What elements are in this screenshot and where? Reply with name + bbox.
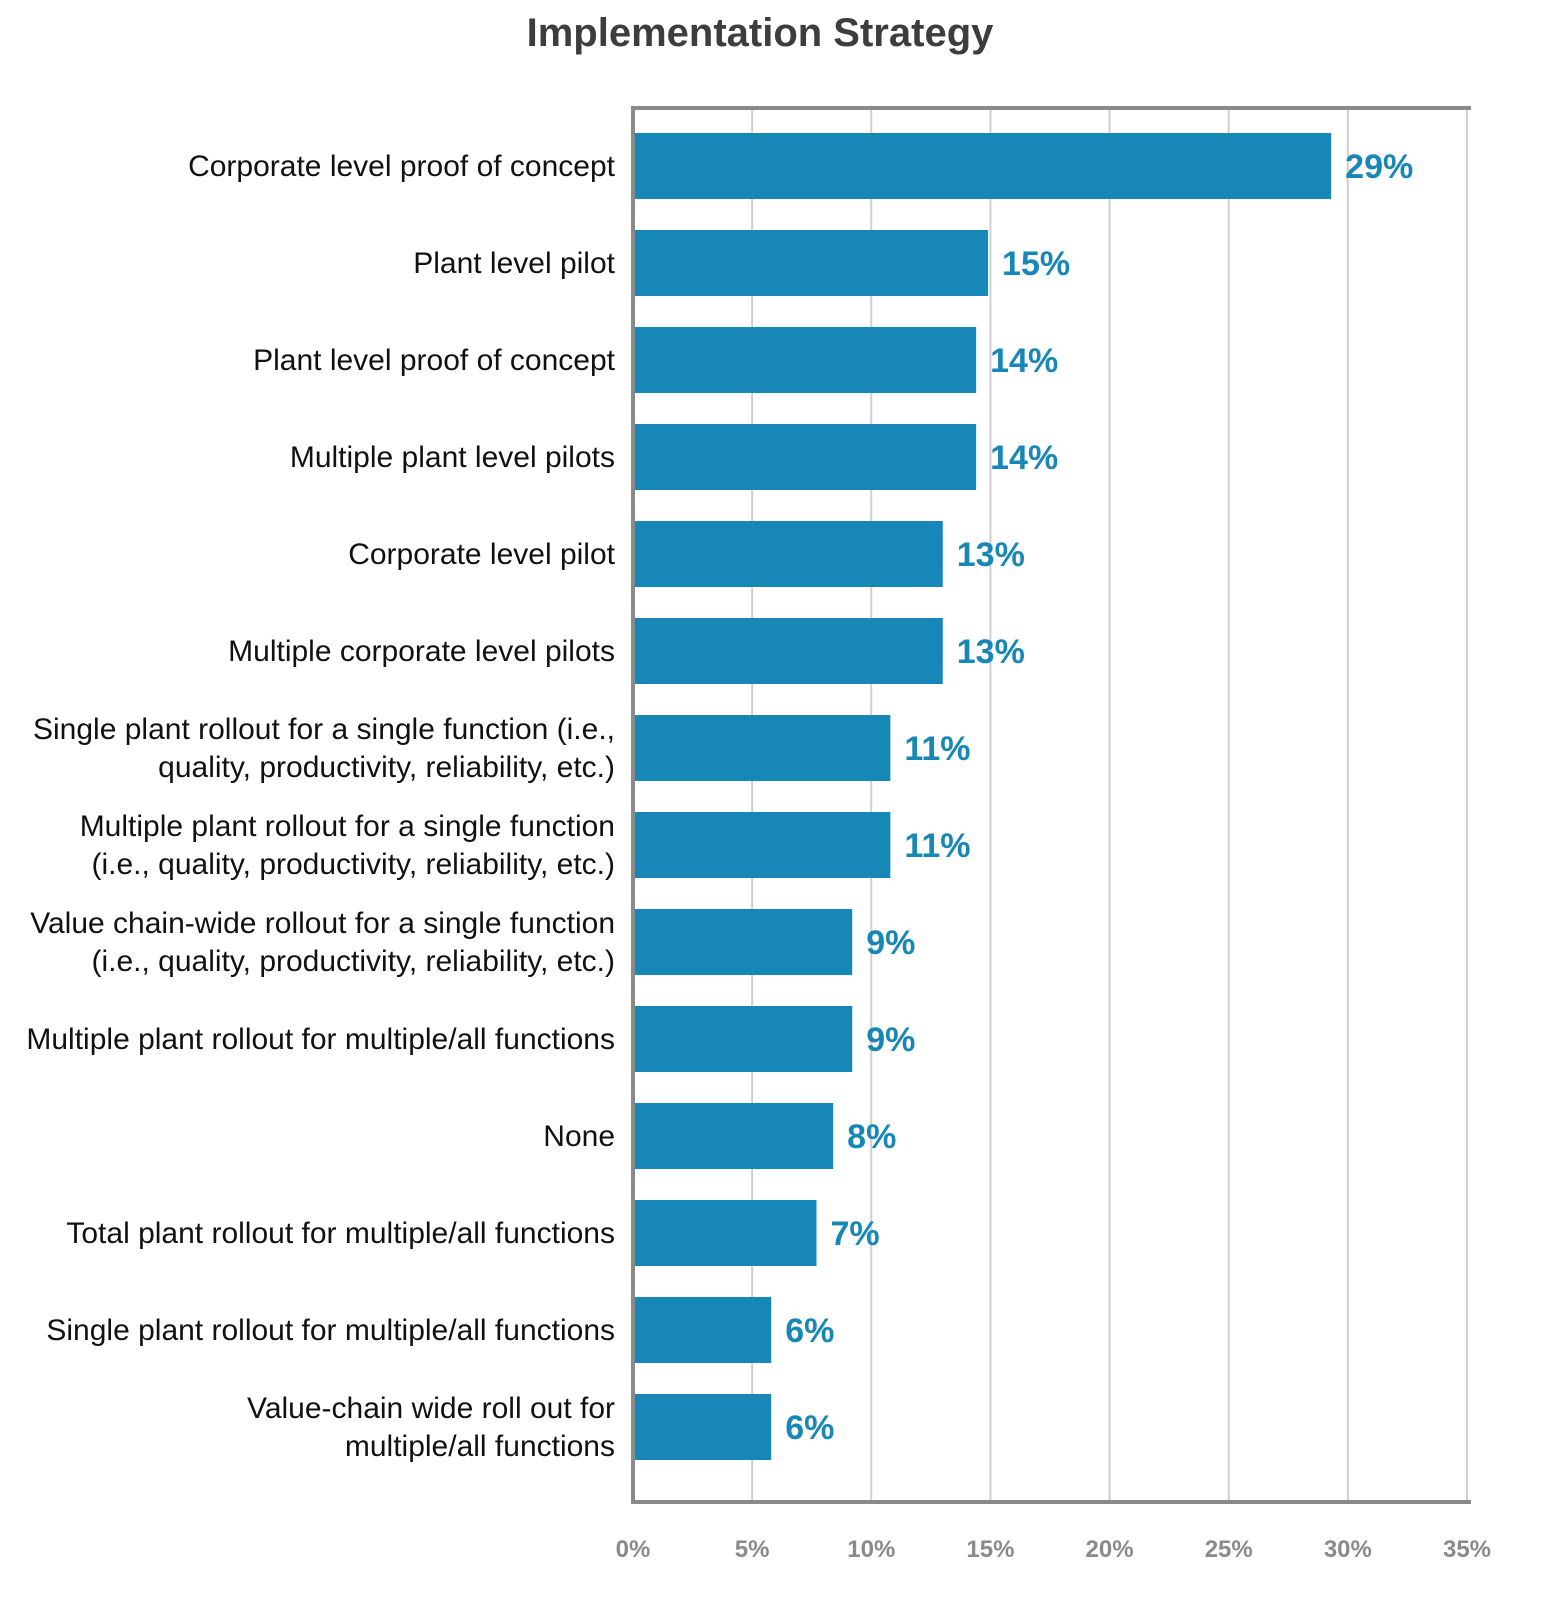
x-tick-labels: 0% 5% 10% 15% 20% 25% 30% 35% bbox=[616, 1536, 1491, 1563]
category-label: Corporate level pilot bbox=[348, 538, 615, 571]
value-labels: 29% 15% 14% 14% 13% 13% 11% 11% 9% 9% 8% 7% 6% 6% bbox=[785, 148, 1413, 1447]
bar-value-label: 7% bbox=[830, 1215, 879, 1253]
x-tick-label: 35% bbox=[1443, 1536, 1491, 1563]
chart-title: Implementation Strategy bbox=[527, 11, 995, 55]
category-labels: Corporate level proof of concept Plant le… bbox=[26, 150, 615, 1463]
bar bbox=[633, 909, 853, 975]
bar-value-label: 9% bbox=[866, 924, 915, 962]
bar bbox=[633, 1394, 772, 1460]
category-label: Single plant rollout for a single functi… bbox=[33, 713, 615, 784]
bar-value-label: 29% bbox=[1345, 148, 1413, 186]
x-tick-label: 0% bbox=[616, 1536, 651, 1563]
axes bbox=[631, 106, 1471, 1504]
x-tick-label: 25% bbox=[1205, 1536, 1253, 1563]
bar bbox=[633, 133, 1332, 199]
bar bbox=[633, 521, 943, 587]
bar bbox=[633, 1006, 853, 1072]
category-label: Multiple plant rollout for a single func… bbox=[80, 810, 615, 881]
bar-value-label: 14% bbox=[990, 342, 1058, 380]
category-label: Total plant rollout for multiple/all fun… bbox=[66, 1217, 615, 1250]
bar-value-label: 6% bbox=[785, 1409, 834, 1447]
category-label: Single plant rollout for multiple/all fu… bbox=[46, 1314, 615, 1347]
bar bbox=[633, 230, 989, 296]
bar bbox=[633, 618, 943, 684]
category-label: Value-chain wide roll out for multiple/al… bbox=[247, 1392, 615, 1463]
gridlines bbox=[751, 108, 1468, 1502]
bar bbox=[633, 424, 977, 490]
category-label: None bbox=[543, 1120, 615, 1153]
bar-value-label: 14% bbox=[990, 439, 1058, 477]
bar-value-label: 9% bbox=[866, 1021, 915, 1059]
category-label: Value chain-wide rollout for a single fu… bbox=[30, 907, 615, 978]
bar bbox=[633, 715, 891, 781]
bar-value-label: 15% bbox=[1002, 245, 1070, 283]
bar-value-label: 13% bbox=[957, 536, 1025, 574]
bar bbox=[633, 812, 891, 878]
bar-value-label: 6% bbox=[785, 1312, 834, 1350]
bar-value-label: 11% bbox=[904, 730, 970, 768]
bars bbox=[633, 133, 1332, 1460]
category-label: Plant level pilot bbox=[413, 247, 615, 280]
x-tick-label: 20% bbox=[1086, 1536, 1134, 1563]
category-label: Plant level proof of concept bbox=[253, 344, 616, 377]
x-tick-label: 15% bbox=[966, 1536, 1014, 1563]
category-label: Multiple corporate level pilots bbox=[228, 635, 615, 668]
x-tick-label: 5% bbox=[735, 1536, 770, 1563]
bar bbox=[633, 327, 977, 393]
bar bbox=[633, 1297, 772, 1363]
x-tick-label: 30% bbox=[1324, 1536, 1372, 1563]
bar-value-label: 11% bbox=[904, 827, 970, 865]
bar-value-label: 8% bbox=[847, 1118, 896, 1156]
bar-value-label: 13% bbox=[957, 633, 1025, 671]
bar bbox=[633, 1103, 834, 1169]
category-label: Multiple plant level pilots bbox=[290, 441, 615, 474]
bar bbox=[633, 1200, 817, 1266]
category-label: Corporate level proof of concept bbox=[188, 150, 616, 183]
x-tick-label: 10% bbox=[847, 1536, 895, 1563]
category-label: Multiple plant rollout for multiple/all … bbox=[26, 1023, 615, 1056]
